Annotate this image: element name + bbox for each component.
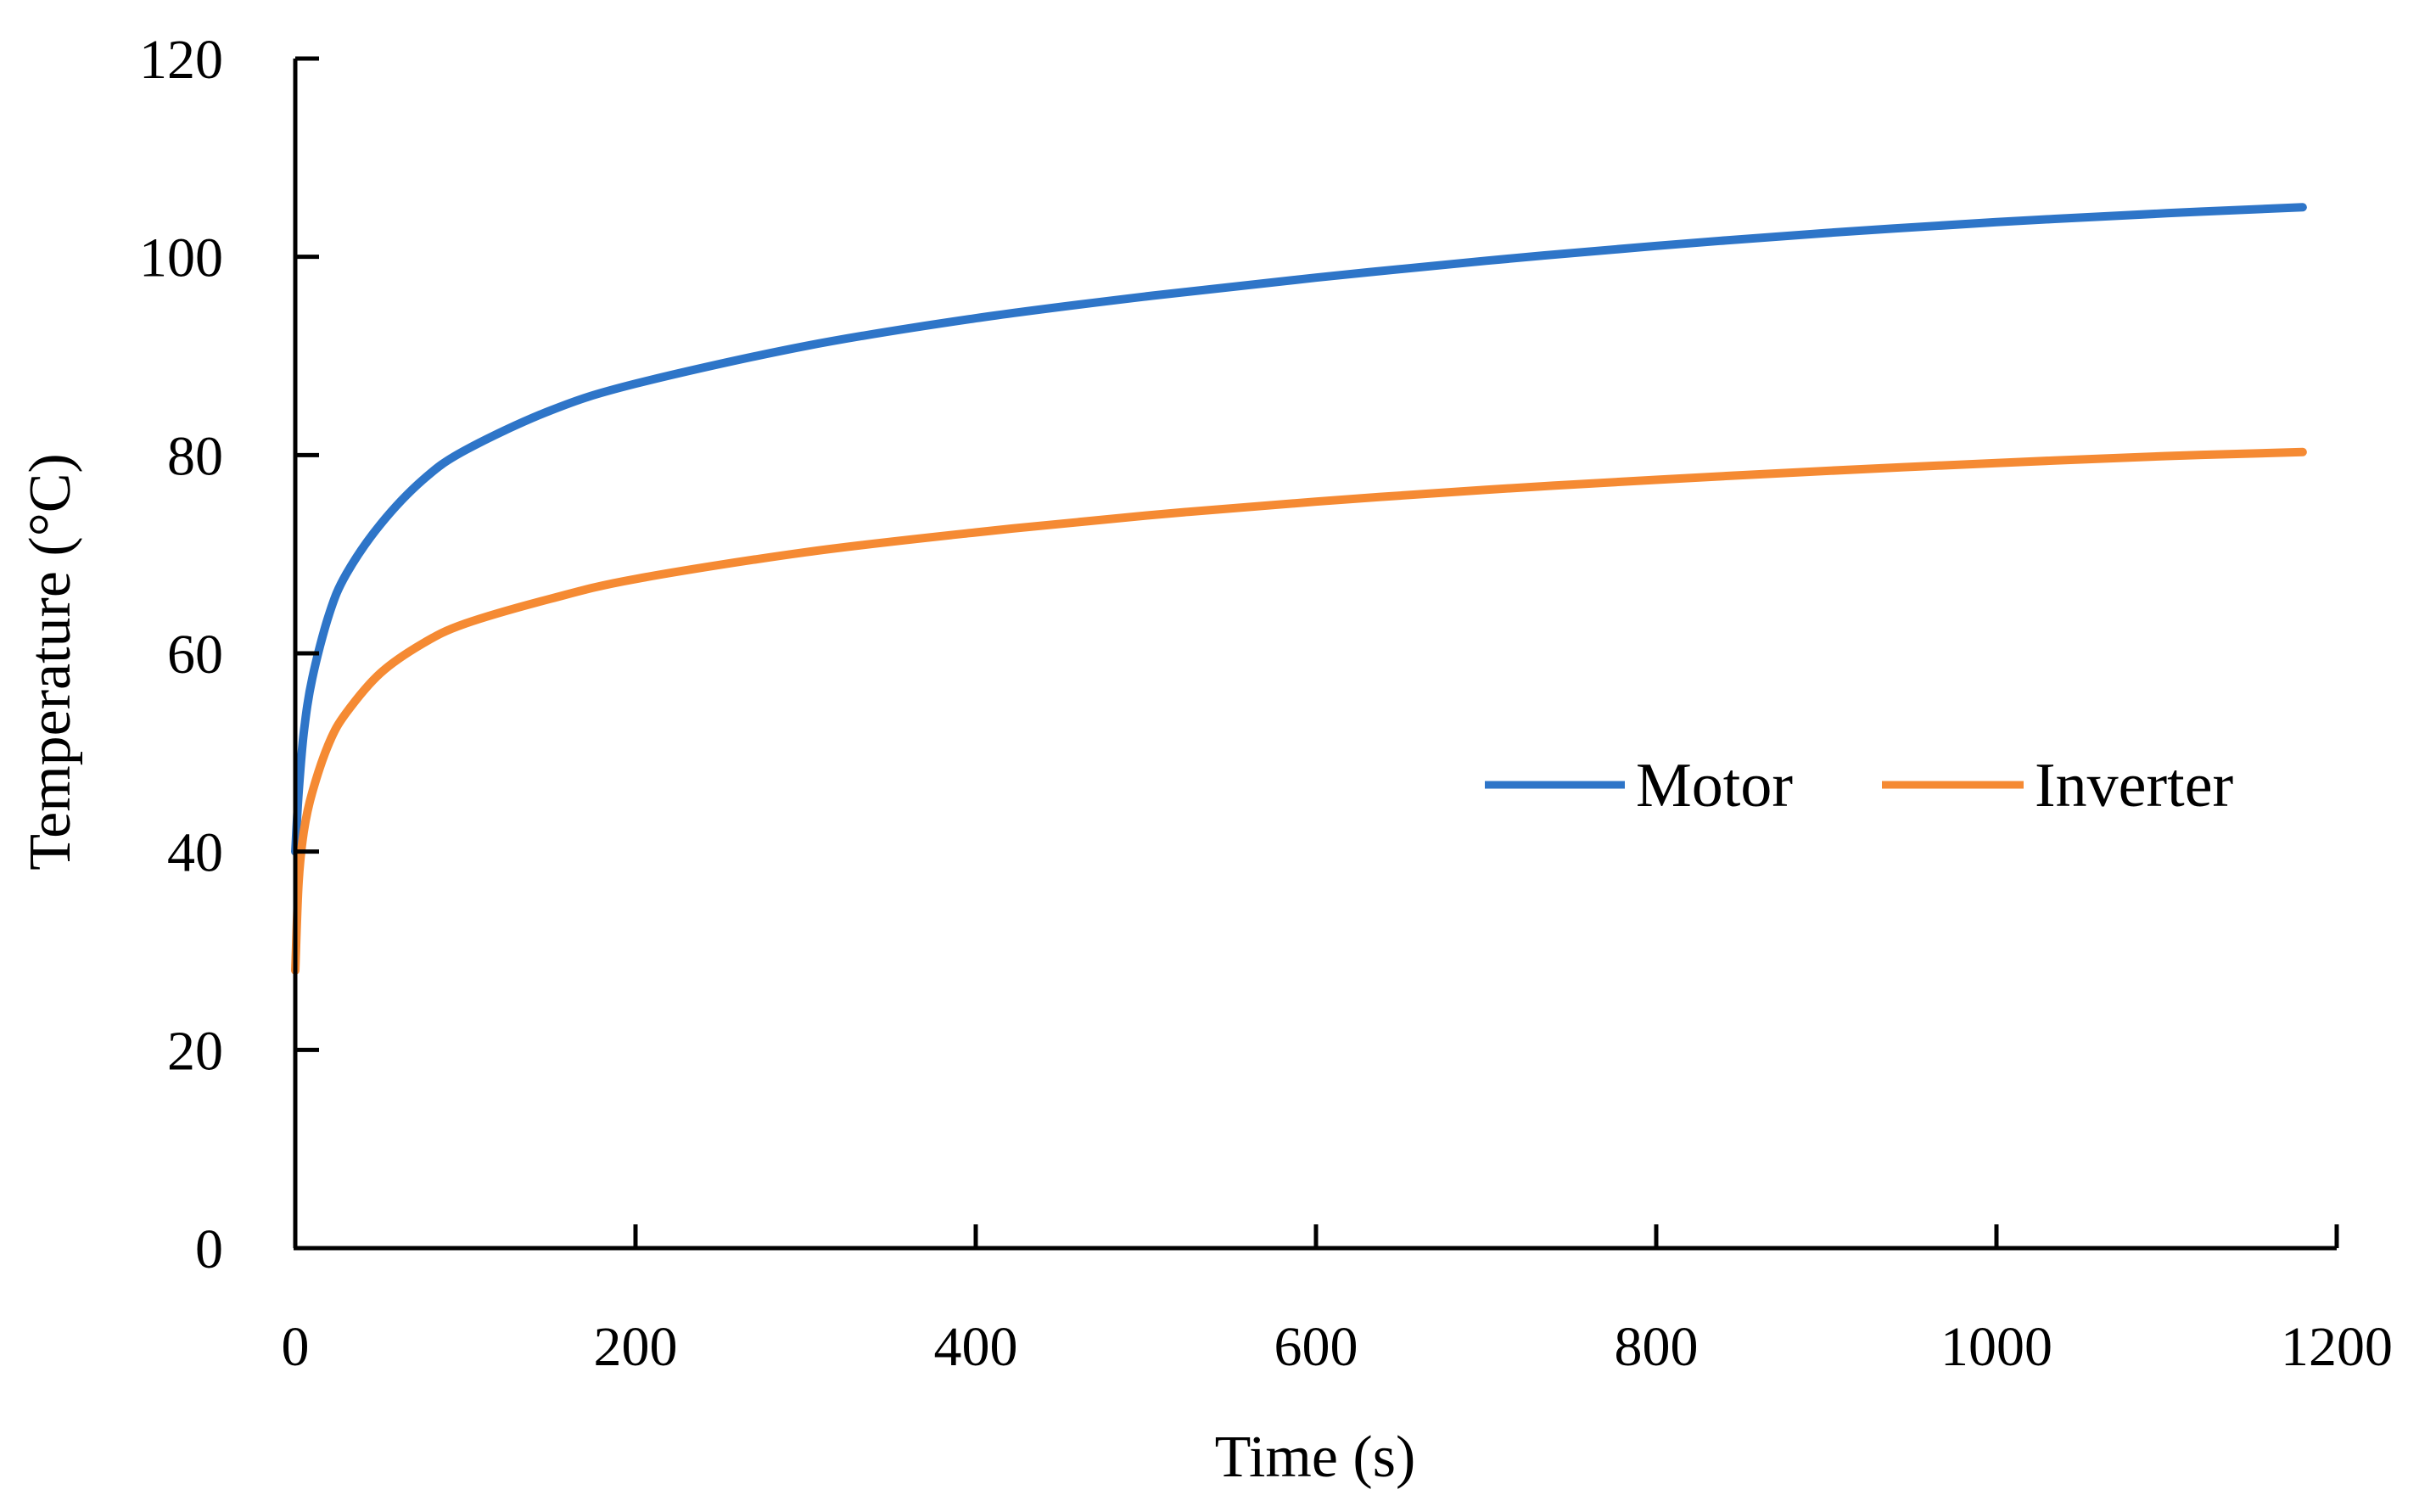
x-tick-label: 1000 [1940,1316,2052,1378]
series-line-inverter [291,447,2307,975]
plot-lines [291,203,2307,975]
y-axis-title: Temperature (°C) [18,453,83,870]
y-tick-label: 80 [167,425,223,487]
x-tick-label: 400 [934,1316,1018,1378]
legend-label-inverter: Inverter [2035,751,2233,820]
y-tick-label: 0 [195,1218,223,1280]
y-tick-label: 100 [139,227,223,289]
x-axis-title: Time (s) [1215,1425,1416,1490]
y-tick-label: 20 [167,1020,223,1082]
y-tick-label: 40 [167,822,223,884]
y-tick-label: 60 [167,624,223,686]
x-tick-label: 1200 [2281,1316,2393,1378]
y-tick-label: 120 [139,29,223,91]
axes [293,59,2337,1251]
x-tick-label: 200 [594,1316,678,1378]
x-tick-label: 0 [282,1316,310,1378]
x-tick-label: 600 [1274,1316,1358,1378]
series-line-motor [291,203,2307,856]
x-ticks: 0 200 400 600 800 1000 1200 [282,1224,2393,1378]
x-tick-label: 800 [1615,1316,1699,1378]
legend: Motor Inverter [1485,751,2233,820]
legend-label-motor: Motor [1636,751,1793,820]
y-ticks: 0 20 40 60 80 100 120 [139,29,319,1280]
